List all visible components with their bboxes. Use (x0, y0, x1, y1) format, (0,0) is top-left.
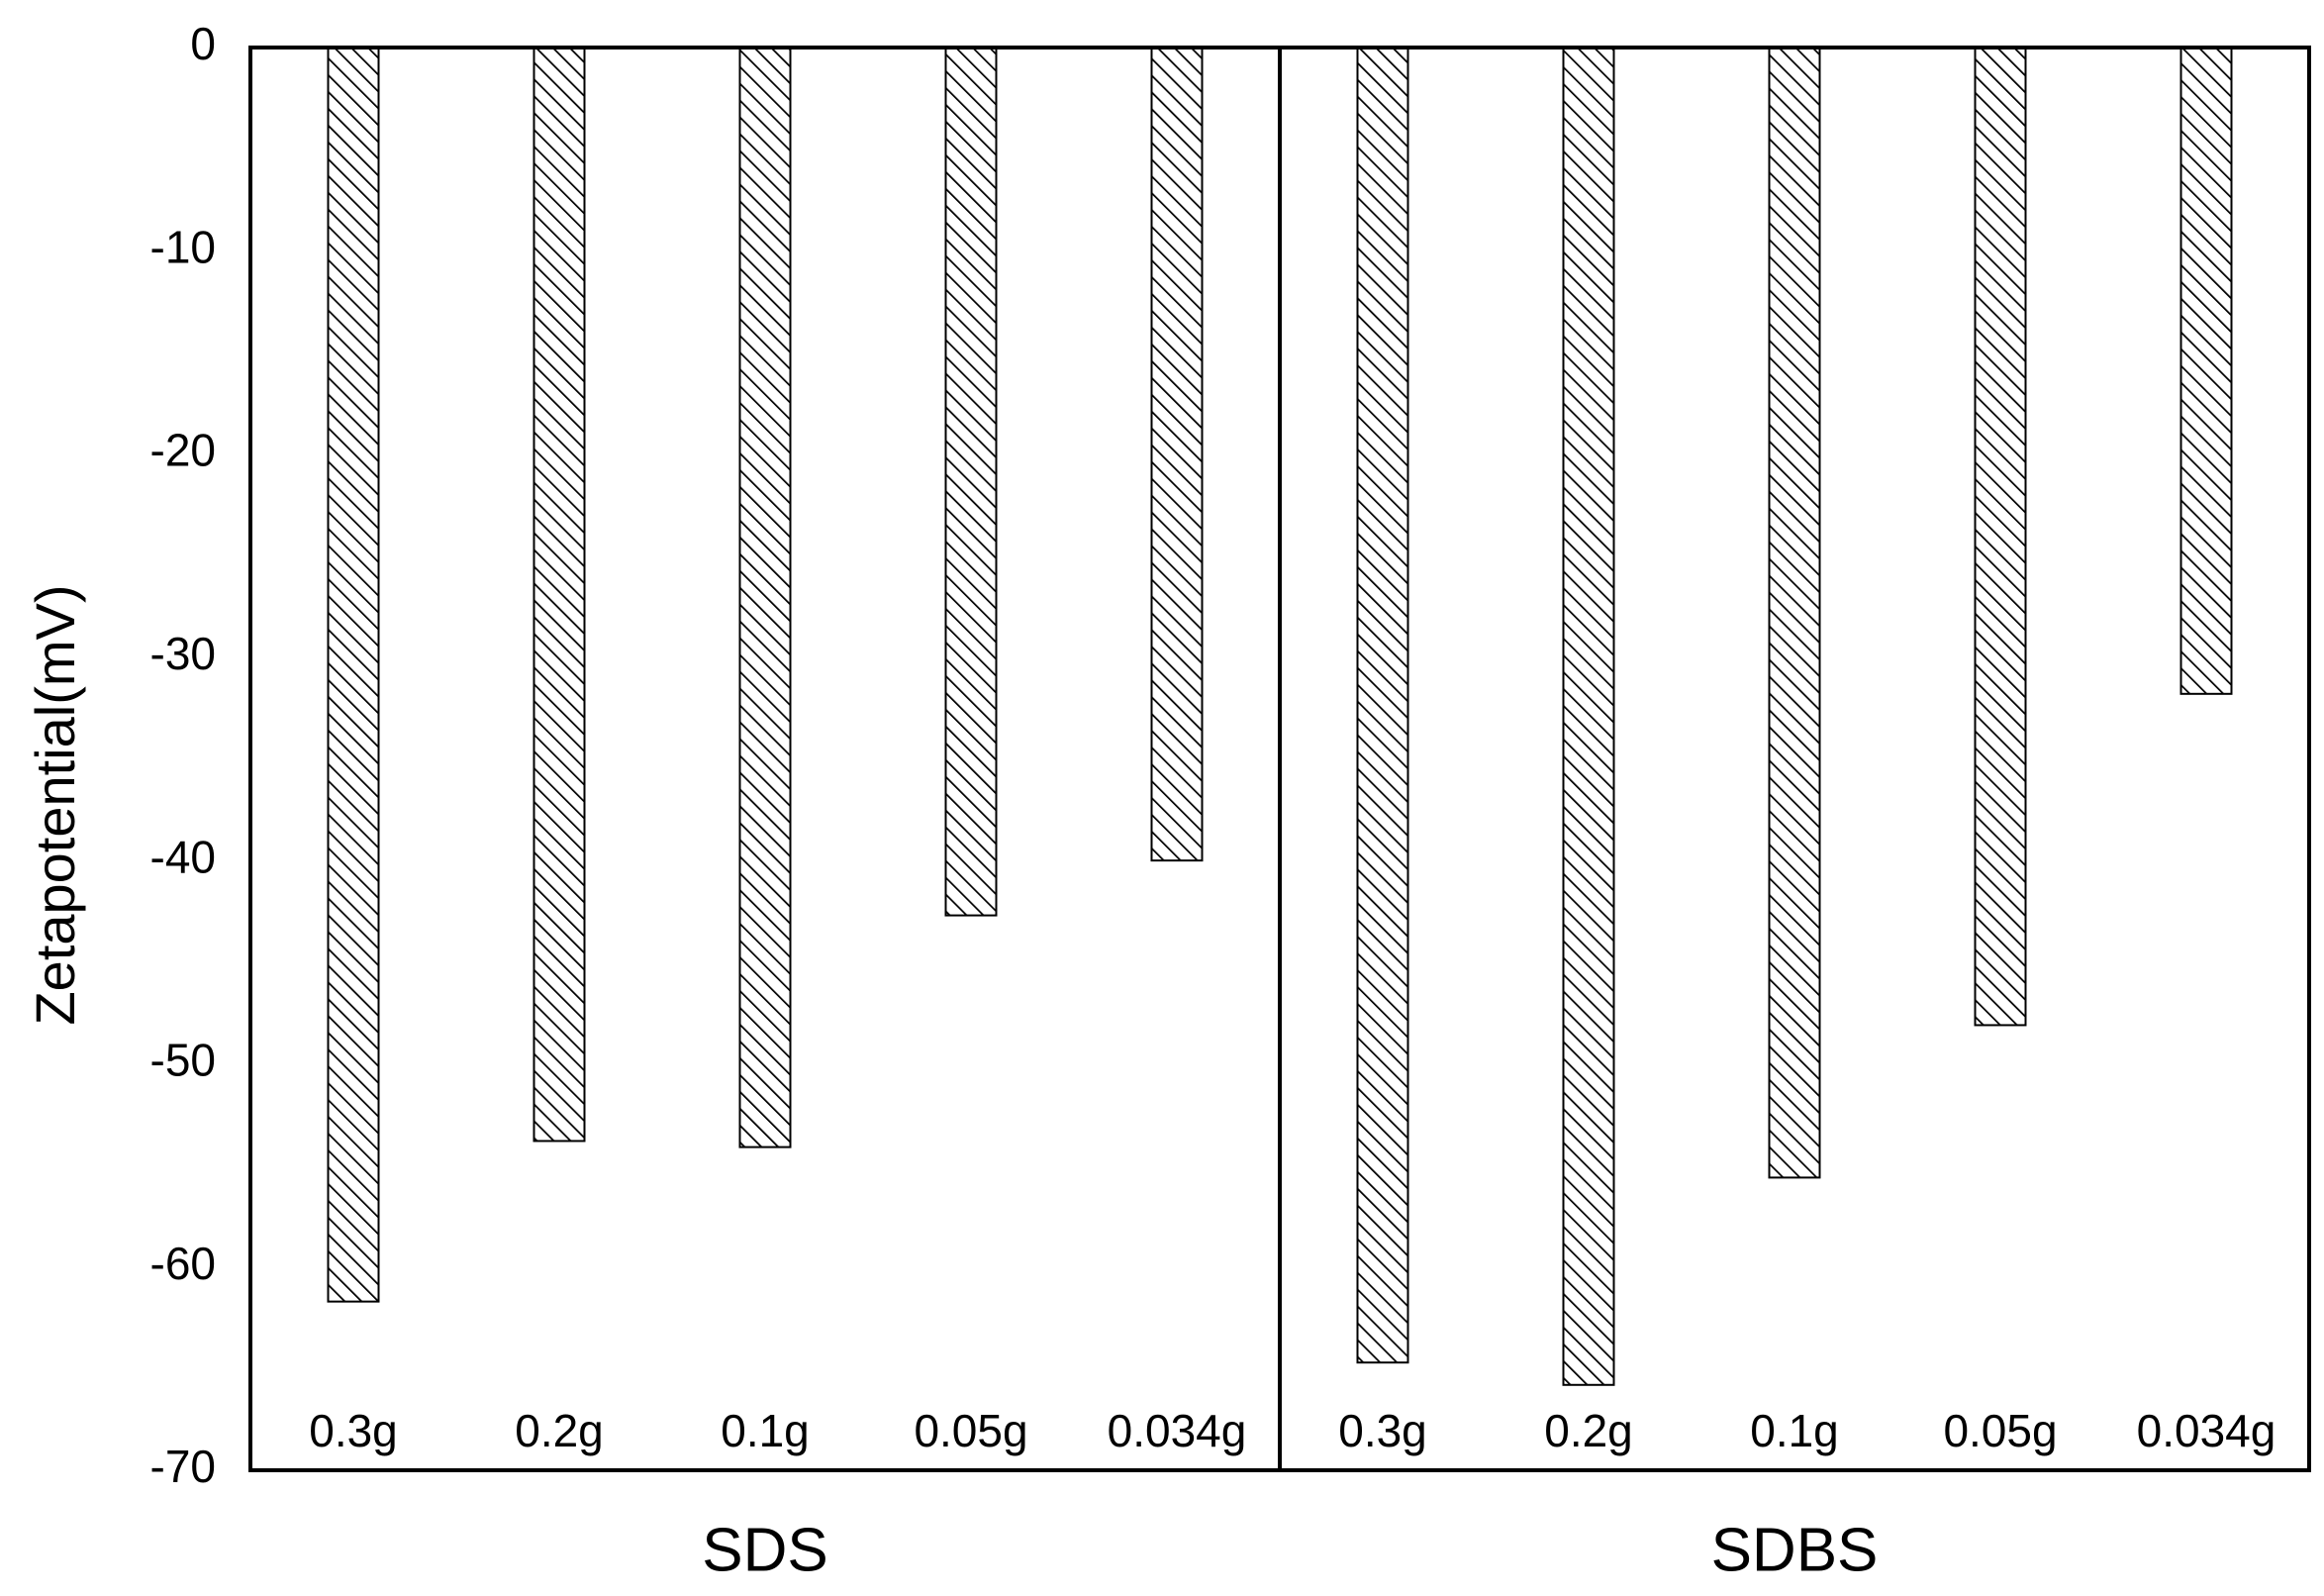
x-tick-label: 0.2g (515, 1405, 604, 1456)
bar (1768, 47, 1821, 1179)
bar (1974, 47, 2027, 1027)
bar (533, 47, 586, 1143)
y-tick-label: 0 (190, 18, 216, 69)
bar (1562, 47, 1615, 1386)
y-tick-label: -10 (150, 221, 216, 272)
x-tick-label: 0.034g (2137, 1405, 2276, 1456)
group-label: SDBS (1711, 1516, 1879, 1584)
x-tick-label: 0.1g (721, 1405, 810, 1456)
bar (2179, 47, 2233, 695)
bar (1150, 47, 1204, 862)
bar (944, 47, 998, 917)
x-tick-label: 0.05g (1943, 1405, 2057, 1456)
y-tick-label: -50 (150, 1035, 216, 1086)
y-tick-label: -30 (150, 628, 216, 679)
y-tick-label: -20 (150, 425, 216, 476)
bar (327, 47, 380, 1303)
y-axis-label: Zetapotential(mV) (24, 584, 86, 1025)
x-tick-label: 0.3g (1338, 1405, 1427, 1456)
group-label: SDS (702, 1516, 827, 1584)
plot-frame (248, 46, 2311, 1472)
y-tick-label: -40 (150, 831, 216, 882)
x-tick-label: 0.05g (914, 1405, 1027, 1456)
x-tick-label: 0.3g (309, 1405, 398, 1456)
x-tick-label: 0.034g (1108, 1405, 1247, 1456)
x-tick-label: 0.2g (1544, 1405, 1633, 1456)
y-tick-label: -60 (150, 1238, 216, 1289)
bar (738, 47, 792, 1148)
y-tick-label: -70 (150, 1441, 216, 1492)
bar (1356, 47, 1409, 1364)
x-tick-label: 0.1g (1750, 1405, 1839, 1456)
